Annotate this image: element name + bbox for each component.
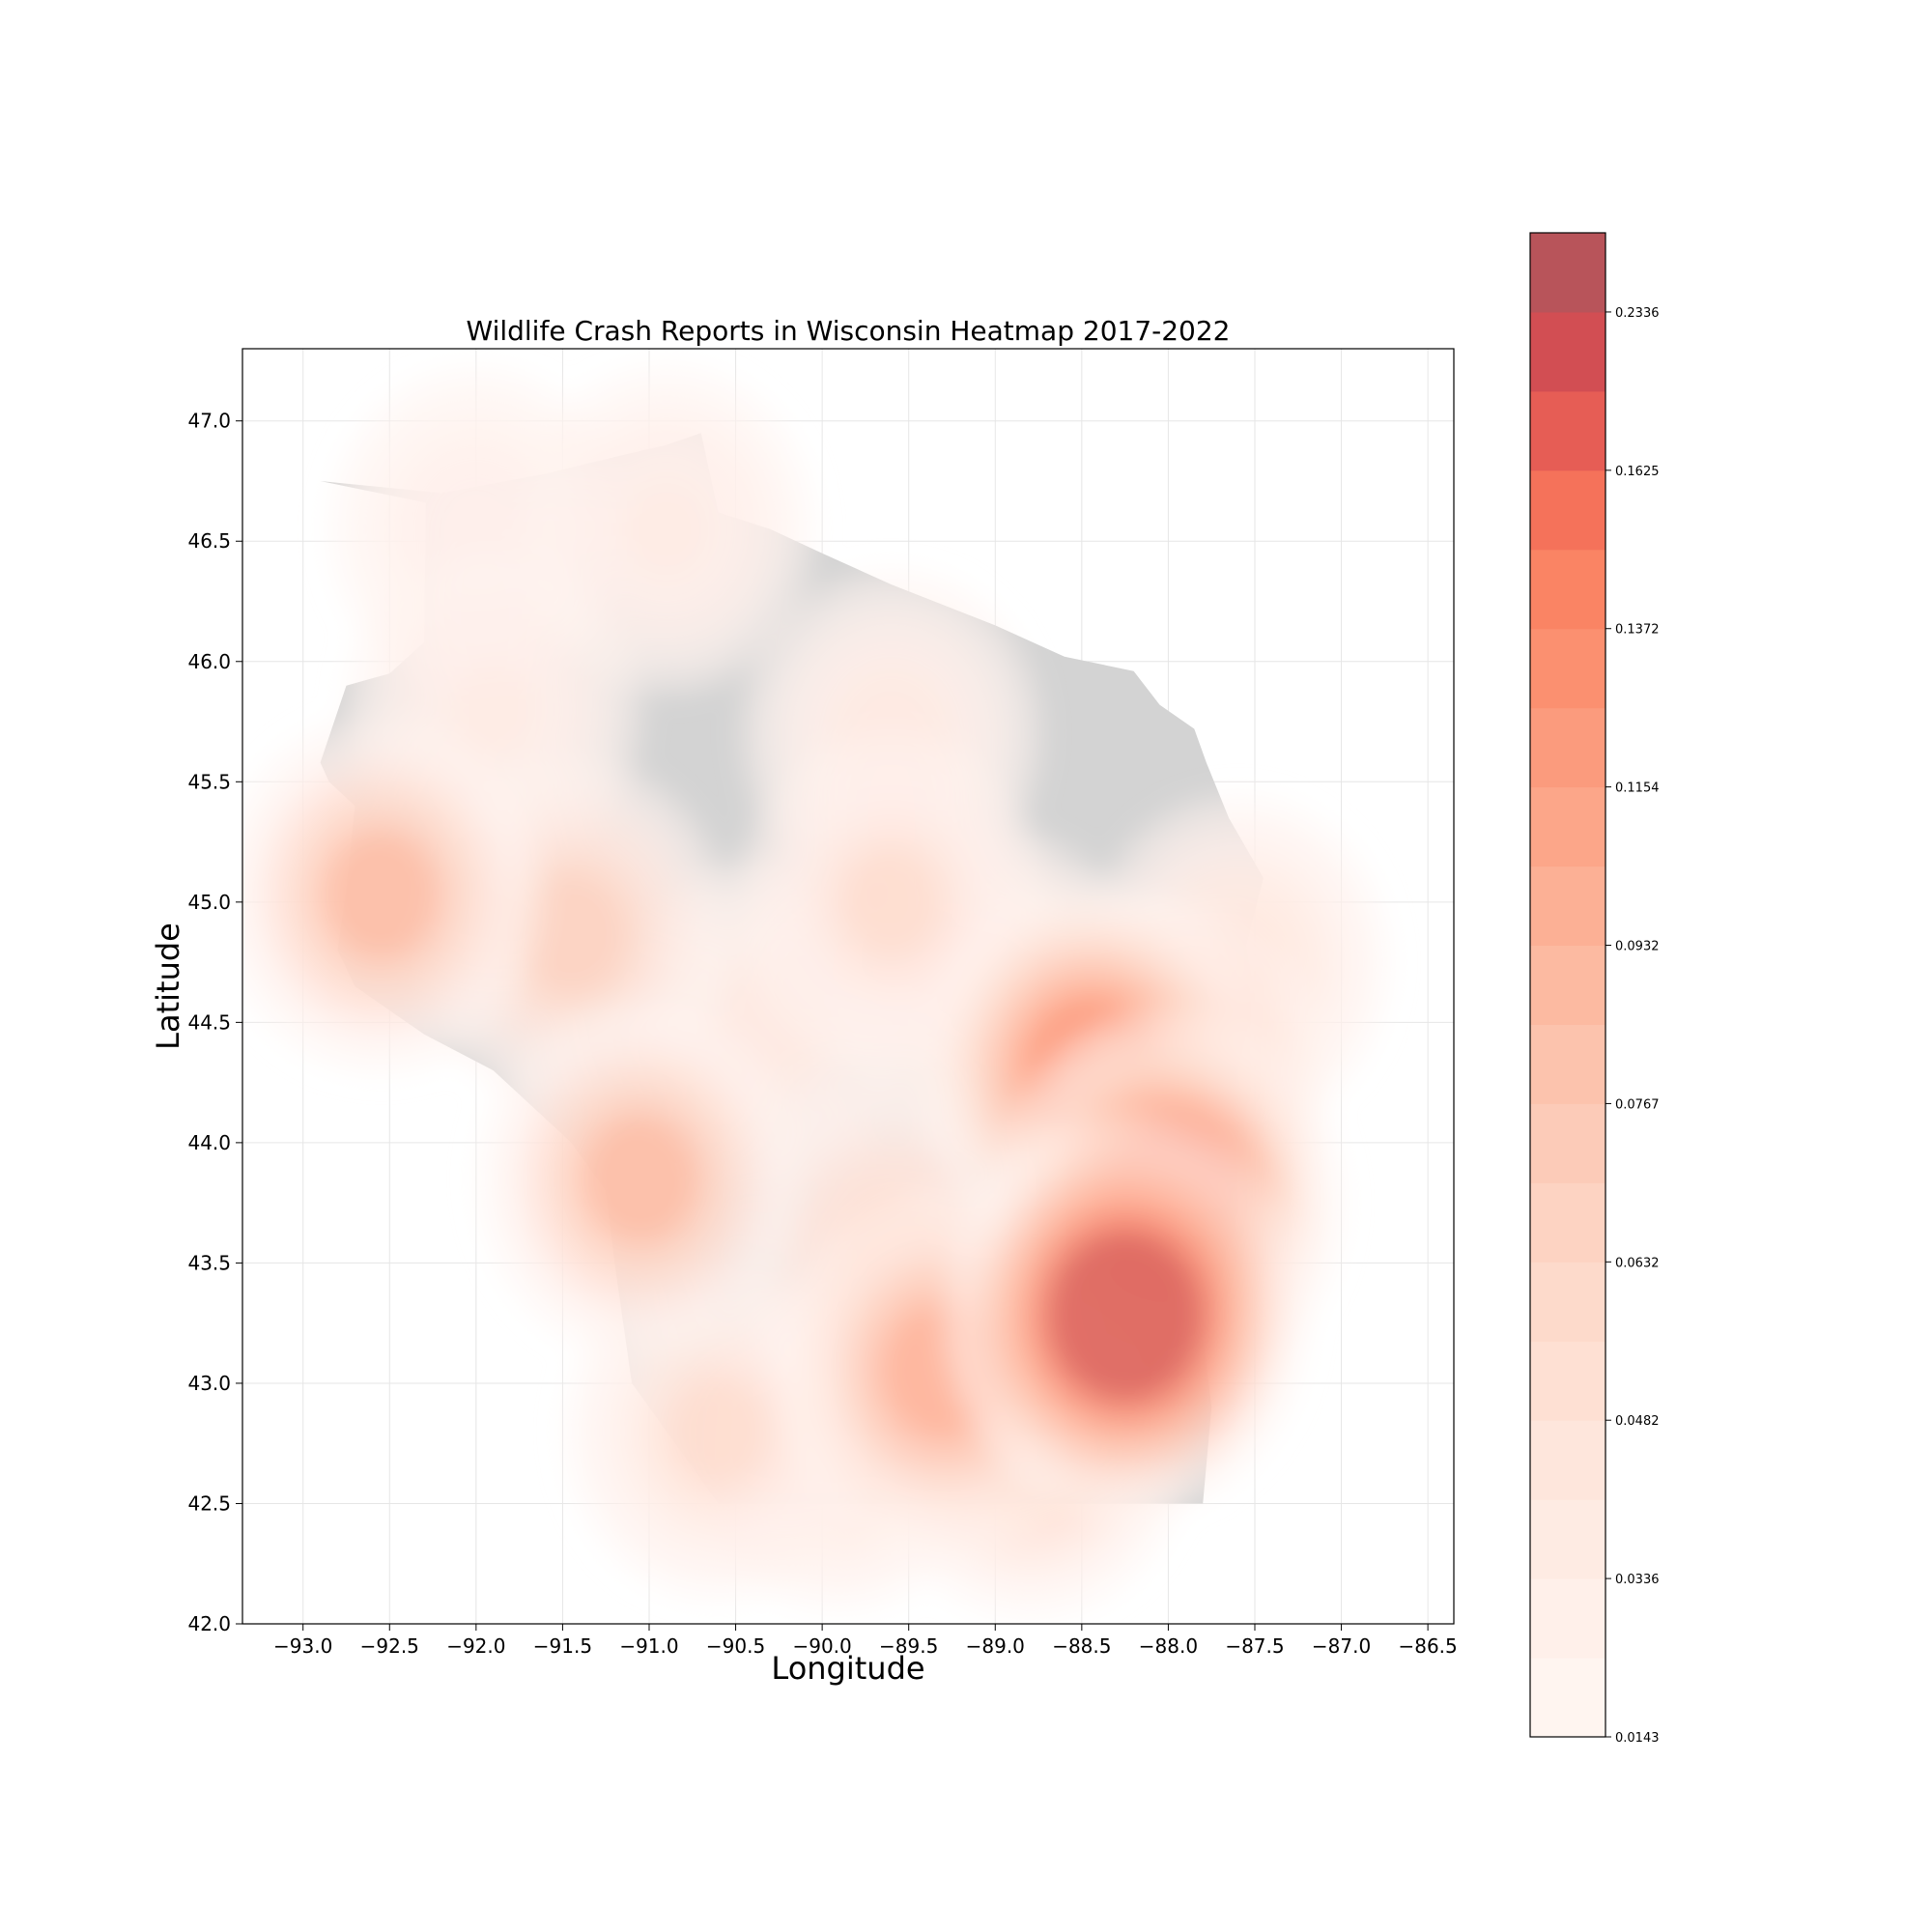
x-tick-label: −93.0	[273, 1634, 332, 1658]
x-tick-label: −88.0	[1139, 1634, 1198, 1658]
chart-title: Wildlife Crash Reports in Wisconsin Heat…	[467, 315, 1231, 347]
colorbar-band	[1530, 1182, 1605, 1263]
plot-area	[242, 349, 1454, 1624]
x-tick-label: −87.5	[1225, 1634, 1284, 1658]
colorbar-band	[1530, 866, 1605, 947]
y-axis-ticks: 42.0 42.5 43.0 43.5 44.0 44.5 45.0 45.5 46.0 46.5…	[187, 410, 242, 1635]
density-peak	[242, 715, 545, 1075]
y-tick-label: 45.5	[187, 770, 231, 793]
colorbar-band	[1530, 1420, 1605, 1500]
colorbar-band	[1530, 1103, 1605, 1183]
colorbar-band	[1530, 707, 1605, 788]
y-tick-label: 46.5	[187, 529, 231, 553]
colorbar-band	[1530, 469, 1605, 551]
x-tick-label: −86.5	[1398, 1634, 1457, 1658]
colorbar-bands	[1530, 233, 1605, 1738]
x-tick-label: −92.0	[446, 1634, 505, 1658]
y-axis-label: Latitude	[150, 923, 186, 1050]
x-axis-ticks: −93.0 −92.5 −92.0 −91.5 −91.0 −90.5 −90.0 −89.5…	[273, 1624, 1458, 1658]
colorbar-band	[1530, 1262, 1605, 1342]
colorbar-tick-label: 0.2336	[1615, 306, 1660, 321]
y-tick-label: 45.0	[187, 891, 231, 914]
colorbar-band	[1530, 311, 1605, 392]
x-tick-label: −91.0	[619, 1634, 678, 1658]
colorbar-band	[1530, 1578, 1605, 1659]
colorbar: 0.0143 0.0336 0.0482 0.0632 0.0767 0.0932 0.11…	[1529, 232, 1660, 1746]
x-tick-label: −89.5	[879, 1634, 938, 1658]
x-tick-label: −90.5	[706, 1634, 765, 1658]
colorbar-band	[1530, 945, 1605, 1025]
colorbar-band	[1530, 390, 1605, 471]
density-peak	[941, 1114, 1309, 1519]
x-tick-label: −92.5	[360, 1634, 419, 1658]
colorbar-band	[1530, 628, 1605, 709]
y-tick-label: 43.5	[187, 1251, 231, 1274]
colorbar-frame	[1529, 232, 1606, 1738]
x-axis-label: Longitude	[771, 1650, 924, 1687]
colorbar-band	[1530, 1499, 1605, 1579]
colorbar-tick-label: 0.0143	[1615, 1731, 1660, 1746]
y-tick-label: 42.0	[187, 1612, 231, 1635]
density-peak	[517, 364, 816, 694]
y-tick-label: 44.5	[187, 1010, 231, 1034]
density-layer	[242, 364, 1391, 1620]
colorbar-tick-label: 0.1154	[1615, 781, 1660, 796]
x-tick-label: −89.0	[966, 1634, 1025, 1658]
y-tick-label: 43.0	[187, 1372, 231, 1395]
colorbar-ticks: 0.0143 0.0336 0.0482 0.0632 0.0767 0.0932 0.11…	[1605, 306, 1660, 1746]
colorbar-band	[1530, 786, 1605, 867]
x-tick-label: −91.5	[533, 1634, 592, 1658]
colorbar-band	[1530, 233, 1605, 313]
colorbar-band	[1530, 549, 1605, 630]
x-tick-label: −87.0	[1312, 1634, 1371, 1658]
colorbar-tick-label: 0.0932	[1615, 940, 1660, 954]
y-tick-label: 44.0	[187, 1131, 231, 1154]
y-tick-label: 42.5	[187, 1492, 231, 1515]
colorbar-tick-label: 0.1372	[1615, 623, 1660, 638]
colorbar-tick-label: 0.0632	[1615, 1256, 1660, 1270]
y-tick-label: 46.0	[187, 650, 231, 673]
colorbar-tick-label: 0.0767	[1615, 1097, 1660, 1112]
plot-frame	[242, 348, 1455, 1625]
colorbar-band	[1530, 1341, 1605, 1421]
x-tick-label: −88.5	[1052, 1634, 1111, 1658]
x-tick-label: −90.0	[792, 1634, 851, 1658]
y-tick-label: 47.0	[187, 410, 231, 433]
density-peak	[476, 999, 805, 1359]
colorbar-tick-label: 0.0336	[1615, 1573, 1660, 1587]
colorbar-tick-label: 0.0482	[1615, 1414, 1660, 1429]
colorbar-tick-label: 0.1625	[1615, 465, 1660, 479]
colorbar-band	[1530, 1658, 1605, 1738]
colorbar-band	[1530, 1024, 1605, 1104]
